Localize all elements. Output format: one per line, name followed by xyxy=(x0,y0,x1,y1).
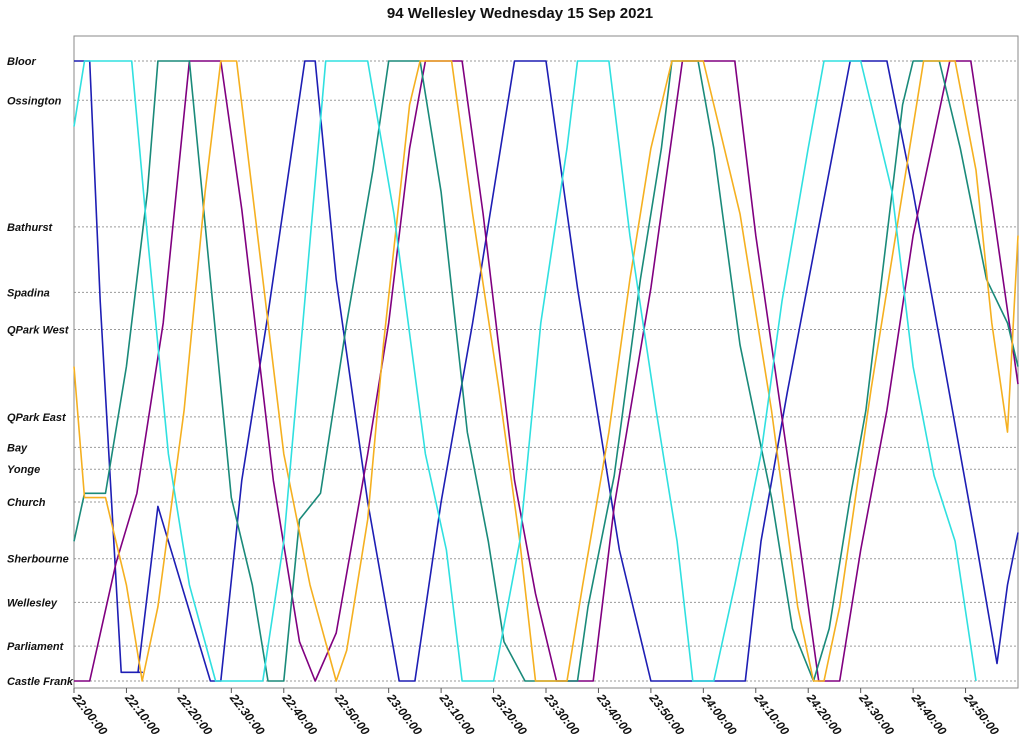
stop-label-yonge: Yonge xyxy=(7,464,40,476)
vehicle-trace-4 xyxy=(73,60,1019,682)
stop-label-spadina: Spadina xyxy=(7,287,50,299)
vehicle-trace-1 xyxy=(74,60,1019,682)
x-tick-label: 22:10:00 xyxy=(121,690,162,738)
x-tick-label: 22:50:00 xyxy=(331,690,372,738)
stop-label-ossington: Ossington xyxy=(7,95,62,107)
chart-title: 94 Wellesley Wednesday 15 Sep 2021 xyxy=(387,5,653,22)
stop-label-wellesley: Wellesley xyxy=(7,597,58,609)
x-tick-label: 23:20:00 xyxy=(489,690,530,738)
x-tick-label: 23:10:00 xyxy=(436,690,477,738)
stop-label-bathurst: Bathurst xyxy=(7,222,54,234)
stop-label-castle-frank: Castle Frank xyxy=(7,676,74,688)
x-tick-label: 24:00:00 xyxy=(698,690,739,738)
stop-label-sherbourne: Sherbourne xyxy=(7,554,69,566)
stop-label-qpark-west: QPark West xyxy=(7,325,70,337)
x-tick-label: 22:40:00 xyxy=(279,690,320,738)
plot-frame xyxy=(73,35,1019,689)
x-tick-label: 23:40:00 xyxy=(593,690,634,738)
x-tick-label: 22:30:00 xyxy=(226,690,267,738)
vehicle-trace-2 xyxy=(74,60,1019,682)
vehicle-trace-5 xyxy=(73,60,977,682)
x-tick-label: 23:00:00 xyxy=(384,690,425,738)
x-tick-label: 24:20:00 xyxy=(803,690,844,738)
series-traces xyxy=(73,60,1019,682)
x-tick-label: 23:50:00 xyxy=(646,690,687,738)
x-tick-label: 23:30:00 xyxy=(541,690,582,738)
x-tick-label: 24:30:00 xyxy=(856,690,897,738)
x-axis-ticks: 22:00:00 22:10:00 22:20:00 22:30:00 22:40:00… xyxy=(69,688,1002,738)
stop-labels: Bloor Ossington Bathurst Spadina QPark West Q… xyxy=(7,56,74,688)
x-tick-label: 24:40:00 xyxy=(908,690,949,738)
stop-label-qpark-east: QPark East xyxy=(7,412,67,424)
x-tick-label: 22:20:00 xyxy=(174,690,215,738)
stop-label-parliament: Parliament xyxy=(7,641,65,653)
x-tick-label: 24:50:00 xyxy=(961,690,1002,738)
stop-label-bay: Bay xyxy=(7,442,28,454)
grid-lines xyxy=(74,60,1018,682)
stop-label-bloor: Bloor xyxy=(7,56,36,68)
x-tick-label: 24:10:00 xyxy=(751,690,792,738)
x-tick-label: 22:00:00 xyxy=(69,690,110,738)
stop-label-church: Church xyxy=(7,497,46,509)
vehicle-trace-3 xyxy=(73,60,1019,682)
